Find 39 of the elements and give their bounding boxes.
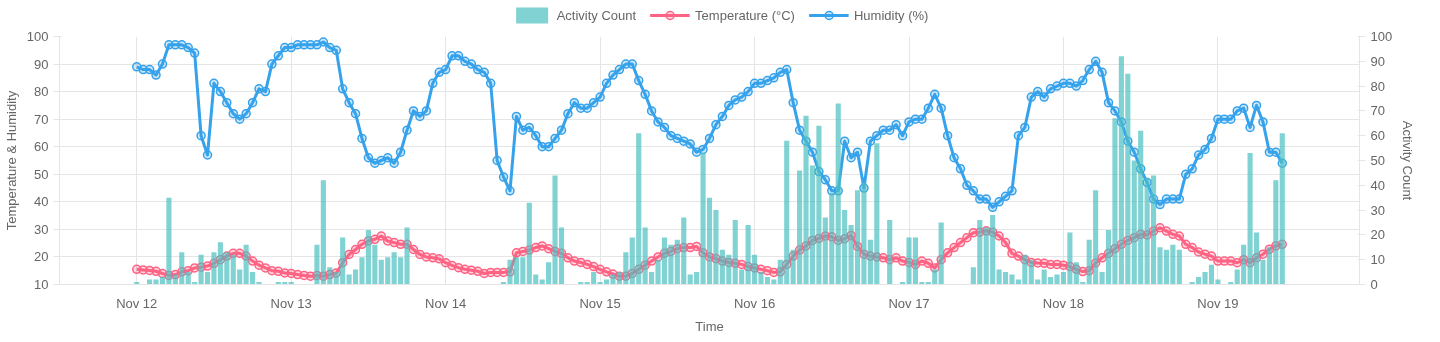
y2-tick-label: 90 bbox=[1370, 53, 1385, 69]
y2-tick-label: 30 bbox=[1370, 202, 1385, 218]
bar bbox=[1279, 133, 1285, 285]
x-tick-label: Nov 16 bbox=[733, 295, 776, 311]
y-axis-title: Temperature & Humidity bbox=[3, 90, 19, 231]
x-tick-label: Nov 13 bbox=[270, 295, 312, 311]
y-tick-label: 80 bbox=[34, 84, 49, 100]
x-axis-title: Time bbox=[695, 318, 724, 334]
bar bbox=[1176, 249, 1182, 285]
x-tick-label: Nov 14 bbox=[425, 295, 467, 311]
x-tick-label: Nov 15 bbox=[579, 295, 621, 311]
legend-label: Humidity (%) bbox=[853, 7, 929, 23]
legend-label: Temperature (°C) bbox=[695, 7, 795, 23]
y-tick-label: 20 bbox=[34, 249, 49, 265]
y2-tick-label: 80 bbox=[1370, 78, 1385, 94]
y-tick-label: 50 bbox=[34, 166, 49, 182]
y2-tick-label: 40 bbox=[1370, 177, 1385, 193]
y2-axis-title: Activity Count bbox=[1400, 120, 1416, 201]
y-tick-label: 70 bbox=[34, 111, 49, 127]
bar bbox=[887, 220, 893, 285]
y2-tick-label: 70 bbox=[1370, 103, 1385, 119]
y-tick-label: 10 bbox=[34, 277, 49, 292]
y-tick-label: 40 bbox=[34, 194, 49, 210]
y2-tick-label: 100 bbox=[1370, 29, 1393, 44]
y-tick-label: 100 bbox=[26, 29, 49, 44]
y-tick-label: 30 bbox=[34, 221, 49, 237]
y2-tick-label: 50 bbox=[1370, 153, 1385, 168]
y2-tick-label: 10 bbox=[1370, 252, 1385, 268]
x-tick-label: Nov 12 bbox=[116, 295, 158, 311]
x-tick-label: Nov 19 bbox=[1197, 295, 1239, 311]
y-tick-label: 60 bbox=[34, 139, 49, 155]
x-tick-label: Nov 18 bbox=[1042, 295, 1085, 311]
y2-tick-label: 0 bbox=[1370, 277, 1378, 292]
y2-tick-label: 60 bbox=[1370, 128, 1385, 144]
y-tick-label: 90 bbox=[34, 56, 49, 72]
legend-label: Activity Count bbox=[556, 7, 637, 23]
bar bbox=[938, 222, 944, 285]
y2-tick-label: 20 bbox=[1370, 227, 1385, 243]
x-tick-label: Nov 17 bbox=[888, 295, 930, 311]
